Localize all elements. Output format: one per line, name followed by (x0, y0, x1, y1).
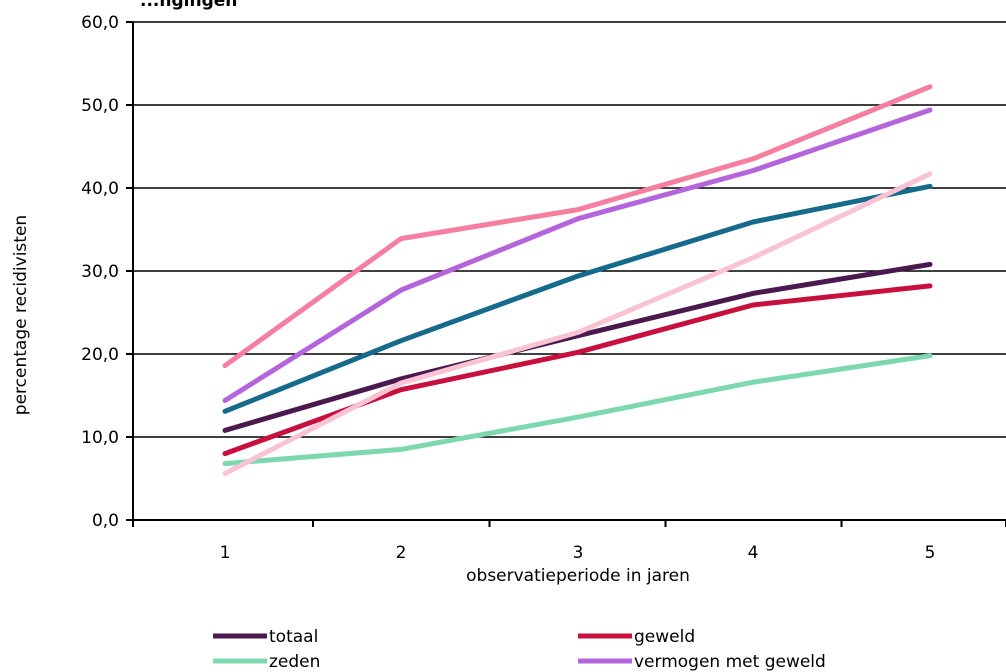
x-tick-label: 1 (220, 543, 231, 563)
legend-label-geweld: geweld (634, 627, 695, 647)
series-line-vermogen (222, 84, 933, 369)
legend-label-vermogen-met-geweld: vermogen met geweld (634, 652, 826, 672)
y-tick-label: 0,0 (92, 511, 119, 531)
series-line-vermogen-met-geweld (222, 107, 933, 403)
y-tick-label: 60,0 (81, 13, 119, 33)
legend-label-totaal: totaal (269, 627, 318, 647)
series-line-zeden (222, 353, 933, 467)
y-tick-label: 50,0 (81, 96, 119, 116)
grid-lines (133, 21, 1006, 438)
x-tick-label: 2 (396, 543, 407, 563)
y-axis-ticks: 0,0 10,0 20,0 30,0 40,0 50,0 60,0 (81, 13, 133, 531)
chart-title-fragment: ...ngingen (140, 0, 237, 11)
series-line-totaal (222, 261, 933, 433)
series-lines (222, 84, 933, 476)
series-line-unlabeled (222, 171, 933, 476)
x-axis-ticks: 1 2 3 4 5 (132, 520, 1006, 563)
x-tick-label: 5 (925, 543, 936, 563)
x-axis-title: observatieperiode in jaren (466, 566, 690, 586)
x-tick-label: 3 (573, 543, 584, 563)
series-line-openbare-orde (222, 183, 933, 414)
y-tick-label: 40,0 (81, 179, 119, 199)
legend-label-zeden: zeden (269, 652, 320, 672)
y-axis-title: percentage recidivisten (11, 215, 31, 415)
y-tick-label: 30,0 (81, 262, 119, 282)
y-tick-label: 10,0 (81, 428, 119, 448)
x-tick-label: 4 (748, 543, 759, 563)
y-tick-label: 20,0 (81, 345, 119, 365)
